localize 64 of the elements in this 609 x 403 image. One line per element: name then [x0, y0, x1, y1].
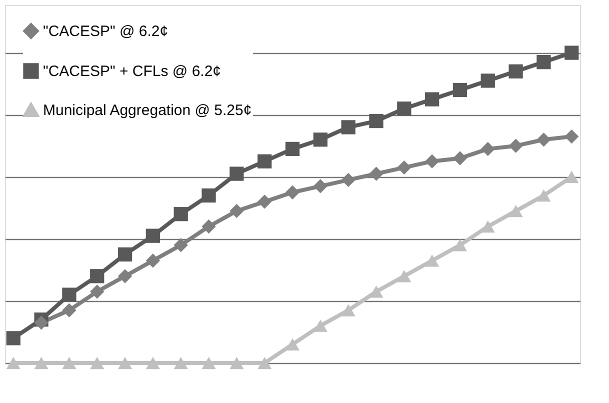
- point: [397, 160, 412, 175]
- point: [118, 356, 132, 370]
- point: [90, 356, 104, 370]
- point: [174, 207, 188, 222]
- point: [564, 129, 579, 144]
- point: [508, 138, 523, 153]
- point: [536, 55, 551, 70]
- point: [174, 238, 188, 252]
- point: [508, 64, 523, 78]
- point: [230, 166, 244, 181]
- point: [536, 189, 551, 202]
- point: [34, 316, 48, 330]
- point: [285, 142, 300, 156]
- point: [536, 132, 551, 147]
- point: [341, 172, 356, 188]
- point: [230, 204, 244, 218]
- point: [258, 154, 272, 168]
- point: [313, 132, 328, 147]
- point: [564, 170, 579, 183]
- point: [146, 254, 160, 268]
- point: [202, 219, 216, 234]
- point: [452, 151, 468, 166]
- point: [341, 120, 356, 134]
- point: [118, 269, 132, 284]
- point: [424, 154, 440, 168]
- point: [480, 142, 495, 156]
- point: [62, 288, 76, 302]
- point: [6, 356, 20, 370]
- point: [452, 238, 468, 252]
- point: [90, 269, 104, 284]
- point: [230, 356, 244, 370]
- point: [34, 356, 48, 370]
- point: [285, 185, 300, 200]
- point: [452, 82, 468, 98]
- point: [480, 74, 495, 88]
- point: [146, 228, 160, 243]
- point: [397, 102, 412, 116]
- point: [146, 356, 160, 370]
- legend-label: Municipal Aggregation @ 5.25¢: [43, 102, 252, 119]
- point: [90, 284, 104, 299]
- point: [313, 179, 328, 194]
- point: [424, 92, 440, 106]
- point: [369, 114, 384, 128]
- point: [118, 247, 132, 262]
- point: [397, 270, 412, 282]
- point: [174, 356, 188, 370]
- point: [313, 320, 328, 332]
- point: [202, 188, 216, 203]
- point: [62, 303, 76, 318]
- point: [341, 304, 356, 316]
- point: [564, 46, 579, 60]
- point: [62, 356, 76, 370]
- point: [258, 194, 272, 209]
- point: [424, 254, 440, 267]
- point: [258, 356, 272, 370]
- point: [508, 204, 523, 218]
- point: [202, 356, 216, 370]
- point: [285, 338, 300, 351]
- legend-label: "CACESP" @ 6.2¢: [43, 23, 168, 40]
- point: [369, 166, 384, 181]
- point: [369, 286, 384, 298]
- legend-label: "CACESP" + CFLs @ 6.2¢: [43, 63, 222, 80]
- point: [480, 220, 495, 233]
- point: [6, 331, 20, 346]
